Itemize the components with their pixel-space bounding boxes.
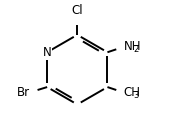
Text: 2: 2 [133,45,138,54]
Text: Br: Br [17,86,30,99]
Text: NH: NH [124,40,141,53]
Text: Cl: Cl [71,4,83,17]
Text: 3: 3 [133,91,139,100]
Text: N: N [43,46,52,59]
Text: CH: CH [124,86,140,99]
